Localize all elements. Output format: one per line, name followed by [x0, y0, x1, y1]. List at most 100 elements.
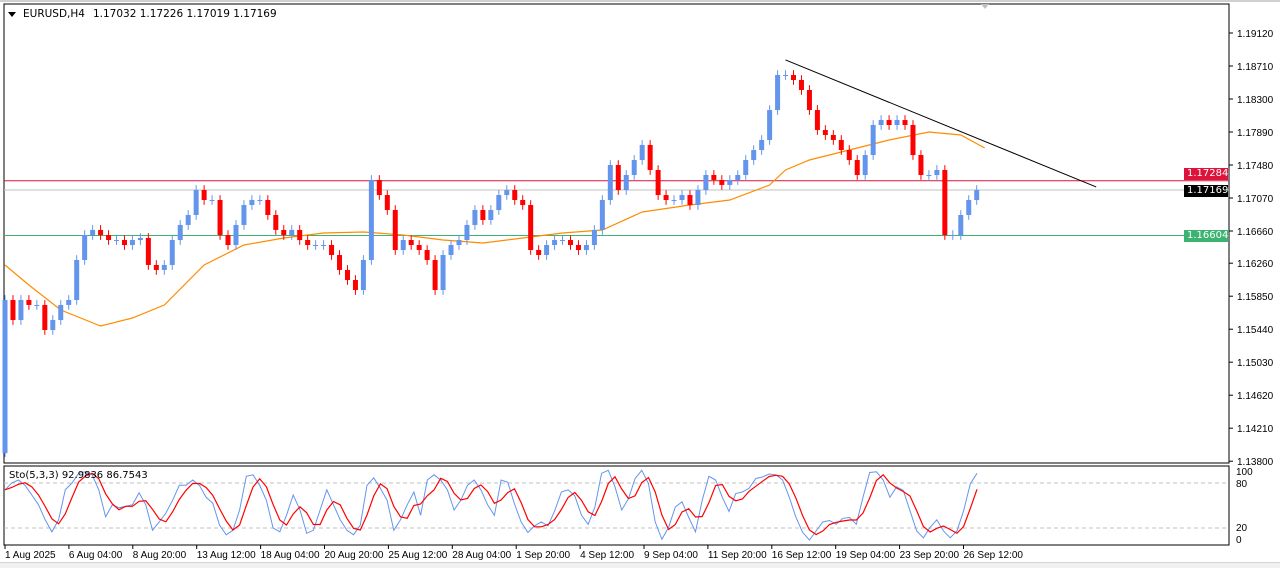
stochastic-main-line: [4, 469, 978, 541]
candle: [950, 230, 956, 240]
candle: [767, 105, 773, 145]
candle-body: [217, 200, 223, 236]
candle: [233, 220, 239, 250]
candle-body: [344, 269, 350, 281]
candle: [50, 315, 56, 335]
y-tick-label: 1.15440: [1237, 325, 1274, 336]
candle-body: [129, 240, 135, 246]
candle-body: [408, 240, 414, 246]
candle: [400, 235, 406, 255]
moving-average-line: [4, 131, 985, 327]
triangle-down-icon[interactable]: [8, 11, 16, 17]
candle: [344, 265, 350, 285]
candle-body: [337, 254, 343, 270]
candle-body: [289, 229, 295, 236]
candle: [504, 185, 510, 200]
candle-body: [575, 245, 581, 250]
candle: [2, 295, 8, 458]
candle-body: [647, 144, 653, 170]
candle: [145, 233, 151, 270]
candle: [376, 175, 382, 200]
x-tick-label: 11 Sep 20:00: [708, 550, 767, 561]
candle: [10, 295, 16, 325]
candle: [591, 225, 597, 250]
candle-body: [376, 179, 382, 196]
candle-body: [2, 299, 8, 454]
candle: [735, 170, 741, 185]
bid-price-tag: 1.17169: [1184, 185, 1228, 198]
candle-body: [607, 165, 613, 201]
candle-body: [512, 190, 518, 201]
candle: [743, 155, 749, 180]
candle-body: [400, 240, 406, 250]
candle-body: [567, 240, 573, 246]
candle: [544, 240, 550, 260]
candle: [360, 255, 366, 295]
x-tick-label: 13 Aug 12:00: [197, 550, 256, 561]
candle: [711, 170, 717, 185]
candle: [137, 233, 143, 245]
candle-body: [679, 195, 685, 201]
candle-body: [209, 200, 215, 202]
candle-body: [854, 160, 860, 175]
candle: [129, 235, 135, 250]
candle: [161, 260, 167, 275]
candle: [639, 140, 645, 165]
candle: [74, 255, 80, 305]
candle-body: [759, 139, 765, 151]
candle: [424, 245, 430, 265]
candle-body: [806, 89, 812, 111]
candle-body: [695, 190, 701, 206]
candle: [98, 225, 104, 240]
stochastic-axis-label: 0: [1236, 535, 1242, 546]
candle-body: [233, 224, 239, 246]
candle-body: [440, 254, 446, 290]
candle: [607, 160, 613, 205]
candle-body: [886, 120, 892, 125]
y-tick-label: 1.18300: [1237, 95, 1274, 106]
candle-body: [368, 179, 374, 260]
candle-body: [74, 259, 80, 300]
candle: [862, 150, 868, 180]
candle: [870, 120, 876, 160]
candle: [329, 240, 335, 260]
candle: [727, 175, 733, 190]
candle: [217, 195, 223, 240]
stochastic-plot-border: [3, 465, 1230, 546]
candle-body: [432, 259, 438, 290]
candle: [775, 70, 781, 115]
candle-body: [98, 229, 104, 236]
chart-header: EURUSD,H4 1.17032 1.17226 1.17019 1.1716…: [8, 8, 277, 20]
candle: [58, 300, 64, 325]
trendline: [785, 59, 1097, 188]
candle-body: [767, 110, 773, 140]
candle: [169, 235, 175, 270]
candle: [615, 160, 621, 195]
candle-body: [838, 139, 844, 151]
candle: [902, 115, 908, 130]
candle-body: [520, 200, 526, 206]
candle-body: [663, 195, 669, 201]
candle: [814, 105, 820, 135]
candle-body: [560, 240, 566, 242]
x-tick-label: 20 Aug 20:00: [325, 550, 384, 561]
candle: [838, 135, 844, 155]
candle-body: [424, 249, 430, 260]
candle-body: [791, 75, 797, 81]
candle-body: [615, 165, 621, 191]
candle-body: [305, 240, 311, 246]
candle-body: [26, 299, 32, 305]
candle: [249, 195, 255, 210]
stochastic-axis-label: 100: [1236, 467, 1253, 478]
candle-body: [974, 190, 980, 201]
ohlc-values: 1.17032 1.17226 1.17019 1.17169: [92, 8, 277, 20]
candle-body: [910, 124, 916, 156]
candle-body: [822, 129, 828, 135]
candle: [631, 155, 637, 180]
candle-body: [743, 160, 749, 175]
candle: [687, 190, 693, 210]
candle-body: [297, 229, 303, 241]
candle-body: [42, 304, 48, 330]
